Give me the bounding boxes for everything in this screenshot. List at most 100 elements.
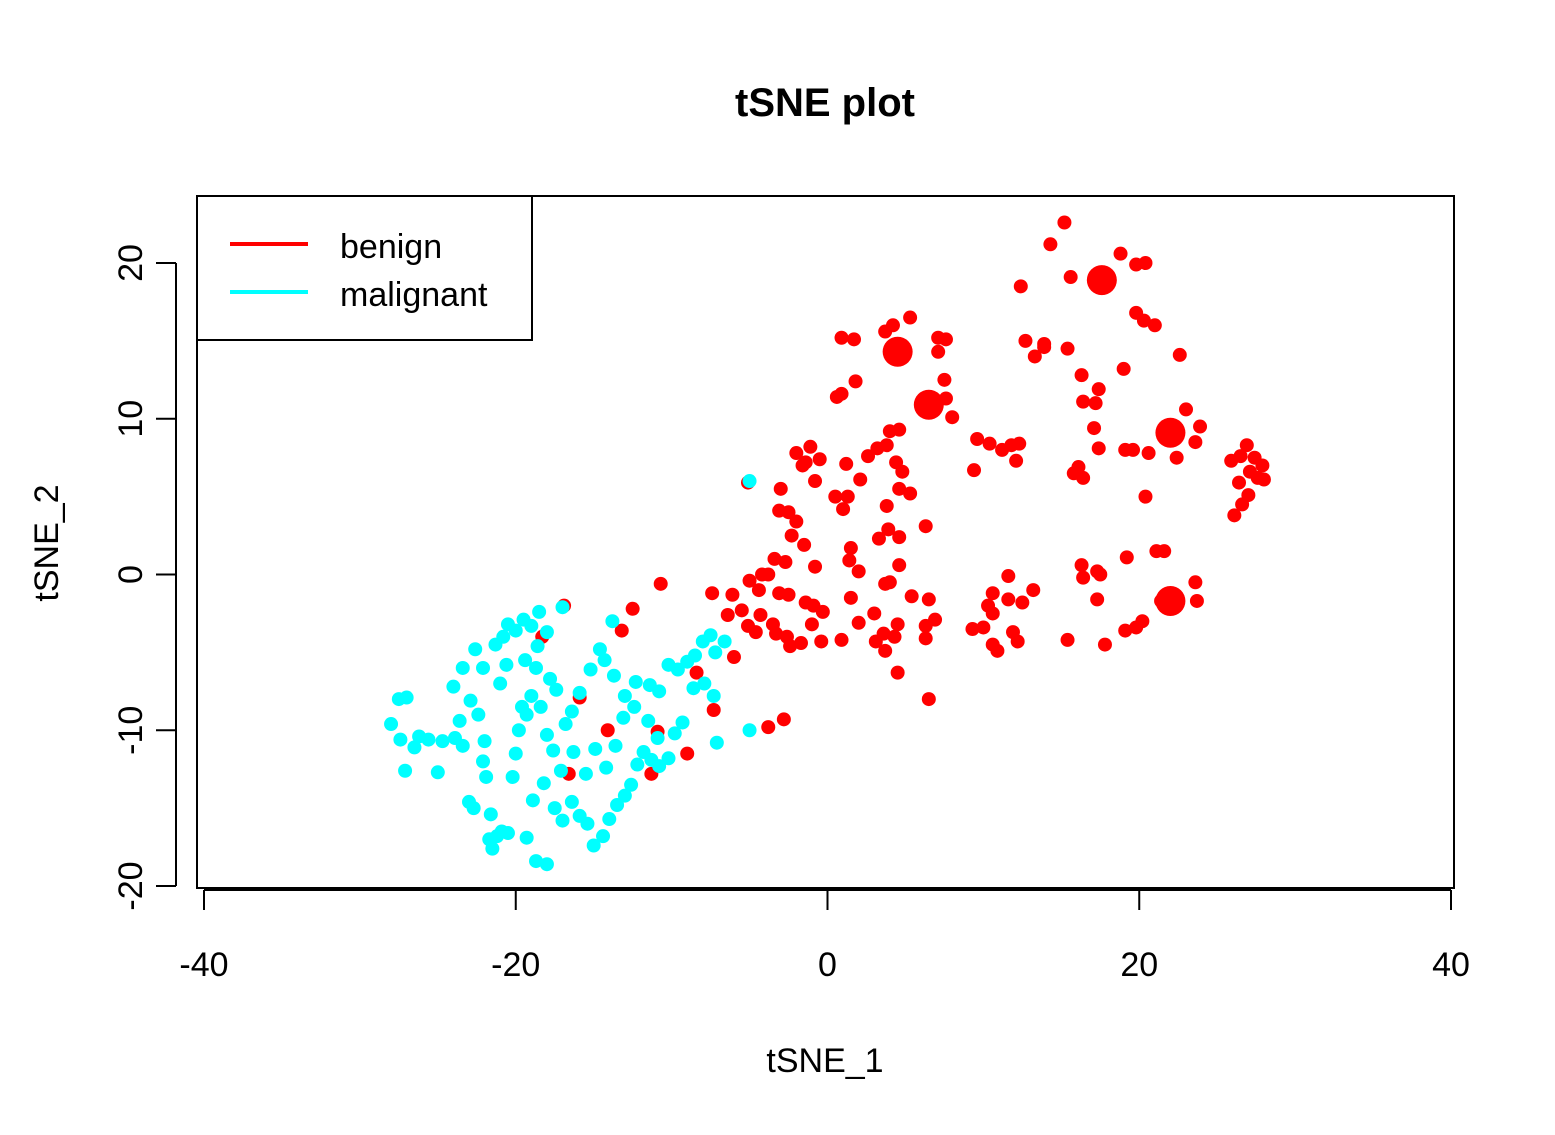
point-malignant <box>617 688 632 703</box>
point-benign <box>753 607 768 622</box>
point-benign <box>769 626 784 641</box>
point-benign <box>1090 592 1105 607</box>
point-malignant <box>524 688 539 703</box>
point-malignant <box>384 717 399 732</box>
point-benign <box>1015 595 1030 610</box>
point-benign <box>1169 450 1184 465</box>
point-benign <box>828 489 843 504</box>
point-benign <box>976 620 991 635</box>
point-benign <box>734 603 749 618</box>
x-tick-label: 20 <box>1120 946 1158 984</box>
point-benign <box>843 541 858 556</box>
point-benign <box>1060 632 1075 647</box>
point-cluster-benign <box>1086 265 1117 296</box>
x-tick-label: 40 <box>1432 946 1470 984</box>
point-benign <box>1013 279 1028 294</box>
point-malignant <box>592 642 607 657</box>
point-malignant <box>628 674 643 689</box>
point-benign <box>1001 592 1016 607</box>
x-tick-label: 0 <box>818 946 837 984</box>
point-benign <box>1233 449 1248 464</box>
point-malignant <box>608 738 623 753</box>
point-benign <box>848 374 863 389</box>
point-benign <box>808 474 823 489</box>
point-benign <box>778 555 793 570</box>
legend-label-benign: benign <box>340 228 442 266</box>
point-benign <box>1188 435 1203 450</box>
point-malignant <box>483 807 498 822</box>
point-benign <box>839 456 854 471</box>
plot-frame <box>196 195 1455 889</box>
point-malignant <box>532 604 547 619</box>
point-benign <box>970 431 985 446</box>
point-benign <box>851 564 866 579</box>
point-malignant <box>650 731 665 746</box>
point-malignant <box>627 699 642 714</box>
point-benign <box>918 519 933 534</box>
point-malignant <box>558 717 573 732</box>
point-malignant <box>485 841 500 856</box>
point-malignant <box>606 668 621 683</box>
point-benign <box>803 439 818 454</box>
point-malignant <box>468 642 483 657</box>
point-malignant <box>742 723 757 738</box>
point-benign <box>1087 421 1102 436</box>
point-benign <box>1147 318 1162 333</box>
point-benign <box>881 522 896 537</box>
point-benign <box>890 665 905 680</box>
point-benign <box>903 486 918 501</box>
point-benign <box>892 422 907 437</box>
point-benign <box>1009 453 1024 468</box>
point-benign <box>851 615 866 630</box>
point-malignant <box>536 776 551 791</box>
point-benign <box>1074 368 1089 383</box>
point-benign <box>705 586 720 601</box>
point-benign <box>1118 623 1133 638</box>
point-benign <box>931 344 946 359</box>
point-benign <box>1057 215 1072 230</box>
point-malignant <box>670 662 685 677</box>
point-malignant <box>493 676 508 691</box>
point-malignant <box>602 812 617 827</box>
point-malignant <box>399 690 414 705</box>
point-benign <box>814 634 829 649</box>
point-benign <box>887 629 902 644</box>
point-benign <box>1141 446 1156 461</box>
point-benign <box>868 634 883 649</box>
point-malignant <box>709 735 724 750</box>
point-benign <box>1255 458 1270 473</box>
point-malignant <box>476 754 491 769</box>
point-malignant <box>519 830 534 845</box>
point-malignant <box>525 793 540 808</box>
point-benign <box>1136 313 1151 328</box>
point-benign <box>689 665 704 680</box>
point-benign <box>843 590 858 605</box>
y-tick-label: 20 <box>112 244 150 282</box>
point-benign <box>871 531 886 546</box>
point-malignant <box>421 732 436 747</box>
point-benign <box>1076 394 1091 409</box>
point-malignant <box>616 710 631 725</box>
point-benign <box>1227 508 1242 523</box>
point-benign <box>1026 583 1041 598</box>
point-benign <box>990 643 1005 658</box>
point-malignant <box>529 854 544 869</box>
point-malignant <box>543 671 558 686</box>
point-benign <box>1037 340 1052 355</box>
point-malignant <box>555 813 570 828</box>
point-benign <box>1138 489 1153 504</box>
point-benign <box>834 330 849 345</box>
point-benign <box>748 625 763 640</box>
point-benign <box>773 481 788 496</box>
point-benign <box>1256 472 1271 487</box>
point-malignant <box>518 653 533 668</box>
point-benign <box>751 583 766 598</box>
point-malignant <box>588 741 603 756</box>
point-benign <box>1091 382 1106 397</box>
point-benign <box>680 746 695 761</box>
point-benign <box>836 502 851 517</box>
point-benign <box>1076 570 1091 585</box>
point-malignant <box>546 743 561 758</box>
point-benign <box>842 553 857 568</box>
